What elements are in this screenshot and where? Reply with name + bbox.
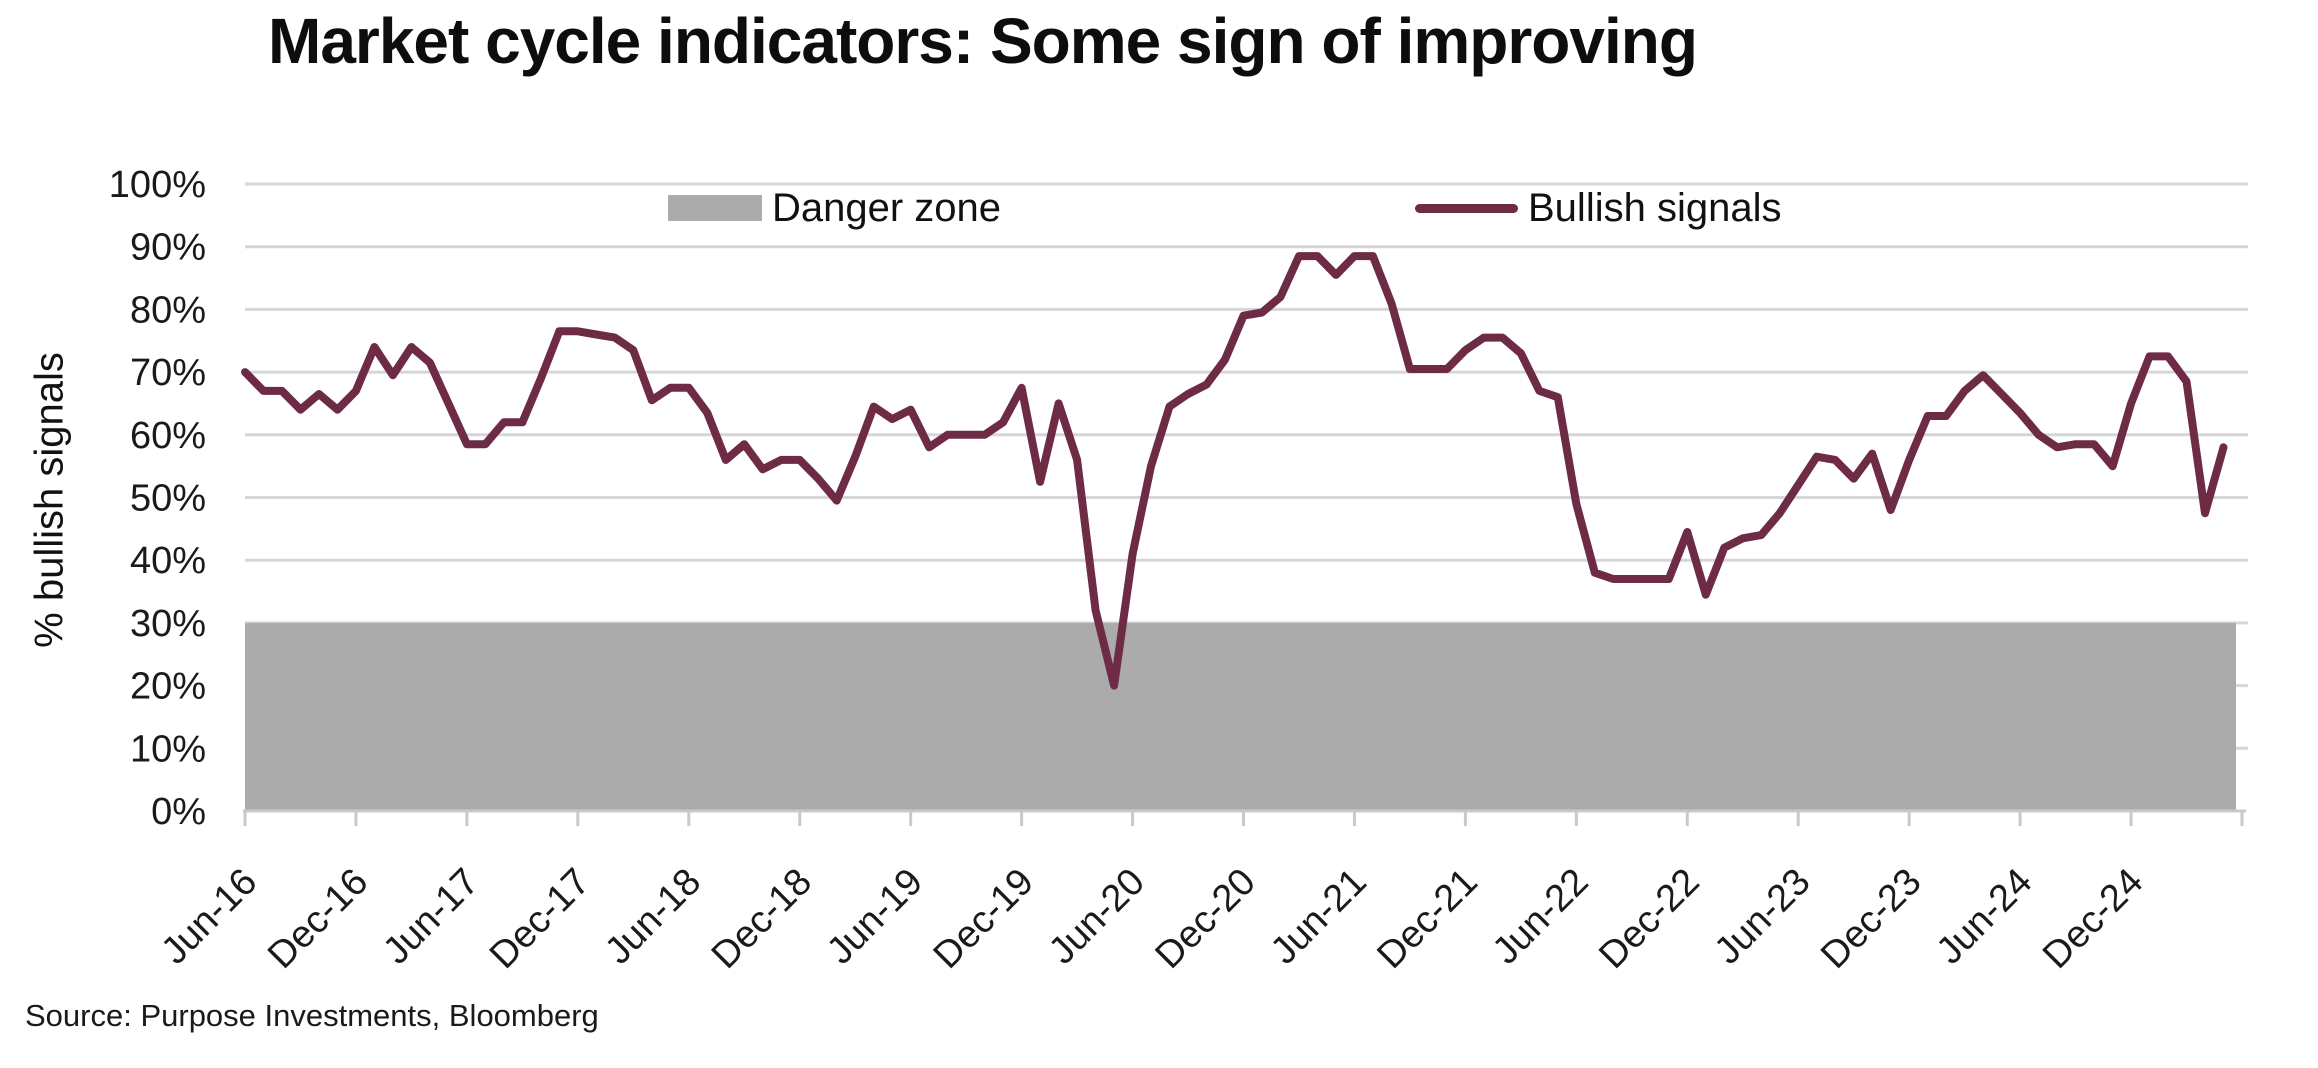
x-tick-label: Dec-22 xyxy=(1591,861,1707,977)
page-title: Market cycle indicators: Some sign of im… xyxy=(268,5,1698,77)
y-tick-label: 10% xyxy=(130,728,206,770)
y-tick-label: 20% xyxy=(130,666,206,708)
y-tick-label: 30% xyxy=(130,603,206,645)
x-tick-label: Dec-19 xyxy=(926,861,1042,977)
bullish-signals-swatch xyxy=(1415,203,1518,213)
x-tick-label: Jun-22 xyxy=(1485,861,1597,973)
y-tick-label: 40% xyxy=(130,540,206,582)
y-tick-label: 90% xyxy=(130,227,206,269)
source-note: Source: Purpose Investments, Bloomberg xyxy=(25,998,599,1033)
x-tick-label: Dec-20 xyxy=(1148,861,1264,977)
legend-item-danger-zone: Danger zone xyxy=(668,186,1001,230)
x-tick-label: Jun-16 xyxy=(153,861,265,973)
x-tick-label: Dec-24 xyxy=(2035,861,2151,977)
x-tick-label: Jun-24 xyxy=(1929,861,2041,973)
x-tick-label: Dec-17 xyxy=(482,861,598,977)
y-tick-label: 70% xyxy=(130,352,206,394)
bullish-signals-line xyxy=(241,252,2228,690)
y-tick-label: 60% xyxy=(130,415,206,457)
x-tick-label: Dec-18 xyxy=(704,861,820,977)
x-tick-label: Jun-20 xyxy=(1041,861,1153,973)
y-tick-label: 50% xyxy=(130,478,206,520)
x-tick-label: Jun-19 xyxy=(819,861,931,973)
x-tick-label: Jun-17 xyxy=(375,861,487,973)
legend-item-bullish-signals: Bullish signals xyxy=(1415,186,1781,230)
x-tick-label: Jun-23 xyxy=(1707,861,1819,973)
legend-label-danger-zone: Danger zone xyxy=(772,185,1002,230)
x-tick-label: Dec-21 xyxy=(1369,861,1485,977)
x-tick-label: Jun-21 xyxy=(1263,861,1375,973)
y-tick-label: 0% xyxy=(151,791,206,833)
x-tick-label: Dec-23 xyxy=(1813,861,1929,977)
y-tick-label: 80% xyxy=(130,289,206,331)
danger-zone-area xyxy=(245,622,2236,811)
x-tick-label: Jun-18 xyxy=(597,861,709,973)
legend-label-bullish-signals: Bullish signals xyxy=(1528,185,1782,230)
y-tick-label: 100% xyxy=(109,164,206,206)
x-tick-label: Dec-16 xyxy=(260,861,376,977)
danger-zone-swatch xyxy=(668,195,762,221)
y-axis-title: % bullish signals xyxy=(27,352,72,648)
